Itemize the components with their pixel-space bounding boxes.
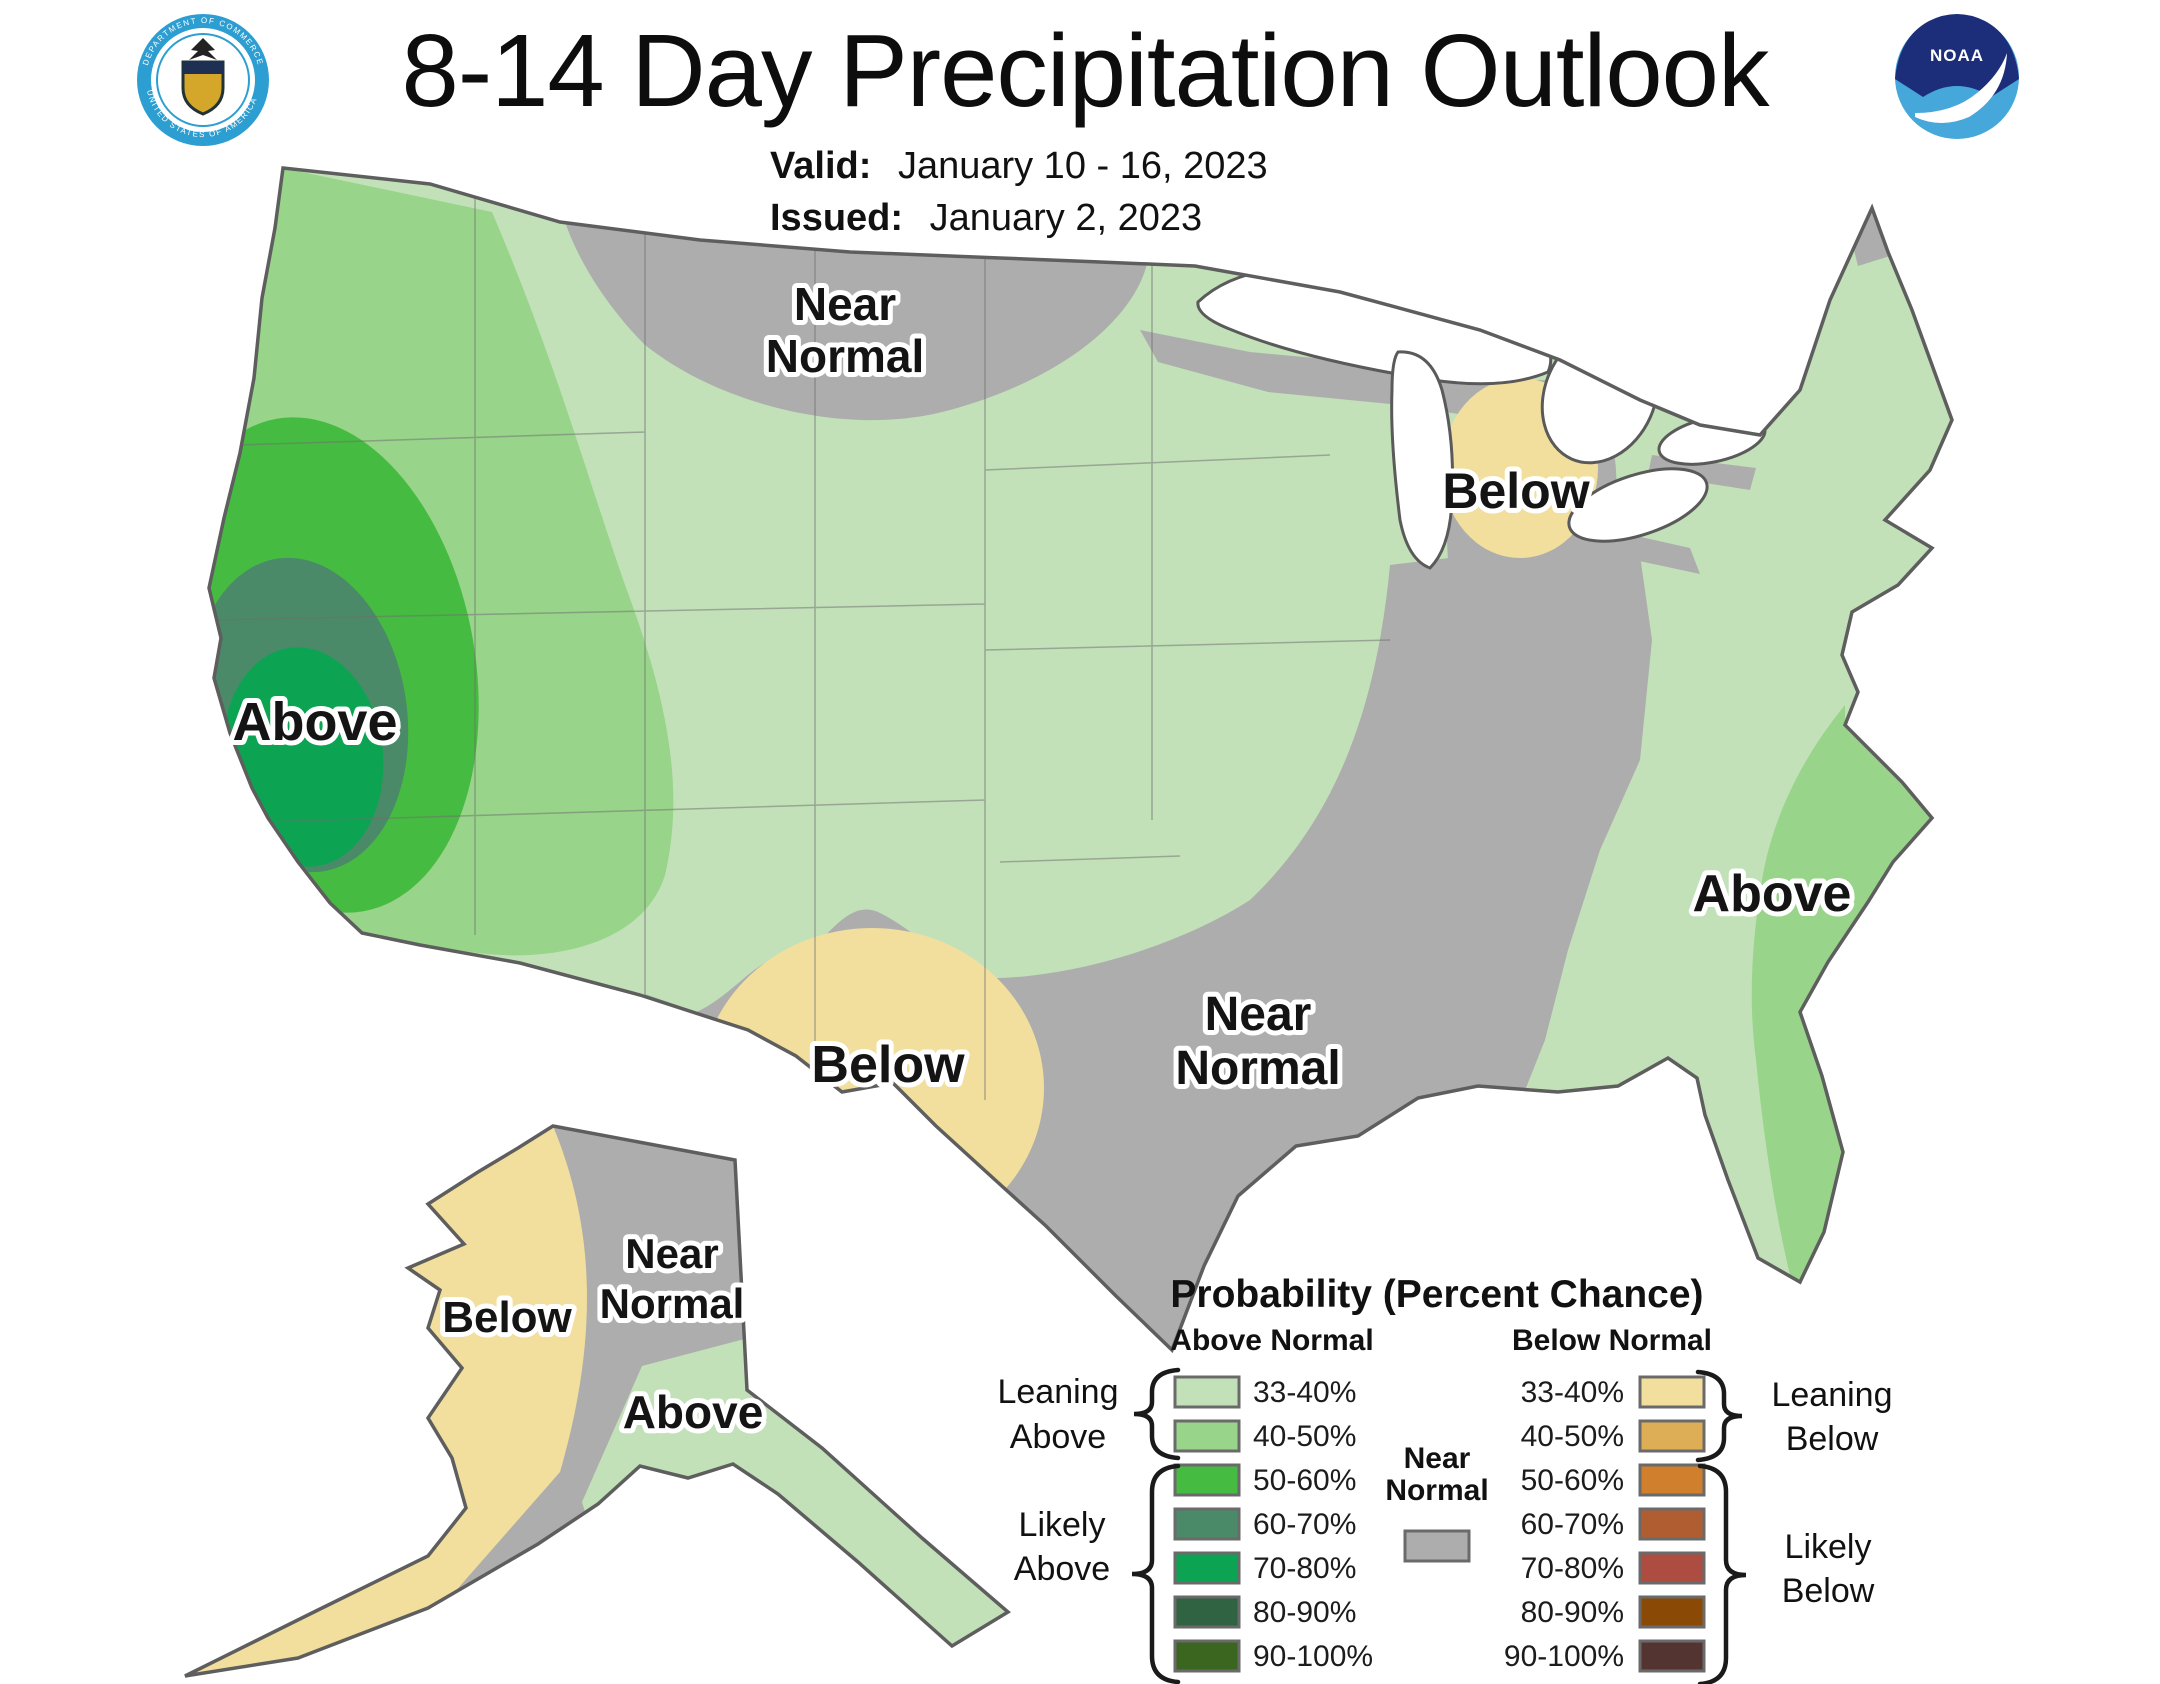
department-of-commerce-seal-icon: DEPARTMENT OF COMMERCE UNITED STATES OF … bbox=[137, 14, 269, 146]
issued-value: January 2, 2023 bbox=[930, 197, 1203, 239]
legend-title: Probability (Percent Chance) bbox=[1170, 1273, 1703, 1316]
label-michigan-below: Below bbox=[1442, 463, 1589, 519]
brace-likely-below bbox=[1697, 1463, 1747, 1684]
label-south-near-normal-1: Near bbox=[1205, 988, 1312, 1041]
swatch-below-33-40 bbox=[1638, 1375, 1706, 1409]
legend-above-row-0: 33-40% bbox=[1253, 1376, 1356, 1409]
valid-line: Valid: January 10 - 16, 2023 bbox=[770, 145, 1268, 187]
legend-above-row-6: 90-100% bbox=[1253, 1640, 1373, 1673]
seal-shield-icon bbox=[181, 60, 225, 116]
lake-michigan bbox=[1390, 350, 1455, 570]
legend-below-row-2: 50-60% bbox=[1521, 1464, 1624, 1497]
legend-above-row-3: 60-70% bbox=[1253, 1508, 1356, 1541]
seal-eagle-icon bbox=[189, 38, 217, 60]
label-alaska-near-normal-1: Near bbox=[625, 1230, 718, 1277]
legend-below-row-1: 40-50% bbox=[1521, 1420, 1624, 1453]
region-above-40-50-southeast bbox=[1751, 705, 1932, 1282]
valid-label: Valid: bbox=[770, 145, 871, 187]
issued-line: Issued: January 2, 2023 bbox=[770, 197, 1202, 239]
swatch-above-80-90 bbox=[1173, 1595, 1241, 1629]
swatch-above-70-80 bbox=[1173, 1551, 1241, 1585]
swatch-below-80-90 bbox=[1638, 1595, 1706, 1629]
legend: Probability (Percent Chance) Above Norma… bbox=[997, 1273, 1893, 1684]
noaa-logo-text: NOAA bbox=[1930, 46, 1984, 65]
lake-erie bbox=[1567, 467, 1709, 543]
swatch-above-50-60 bbox=[1173, 1463, 1241, 1497]
label-southeast-above: Above bbox=[1693, 865, 1852, 923]
legend-below-column: 33-40% 40-50% 50-60% 60-70% 70-80% 80-90… bbox=[1504, 1375, 1706, 1673]
conus-outline bbox=[207, 166, 1954, 1354]
swatch-above-60-70 bbox=[1173, 1507, 1241, 1541]
swatch-above-40-50 bbox=[1173, 1419, 1241, 1453]
legend-likely-below-1: Likely bbox=[1785, 1528, 1872, 1566]
legend-above-row-4: 70-80% bbox=[1253, 1552, 1356, 1585]
label-west-above: Above bbox=[232, 692, 397, 752]
issued-label: Issued: bbox=[770, 197, 903, 239]
legend-below-row-4: 70-80% bbox=[1521, 1552, 1624, 1585]
map-labels: Near Normal Above Below Below Near Norma… bbox=[227, 273, 1856, 1443]
legend-likely-below-2: Below bbox=[1782, 1572, 1875, 1610]
swatch-below-60-70 bbox=[1638, 1507, 1706, 1541]
legend-near-normal-1: Near bbox=[1404, 1442, 1471, 1475]
label-texas-below: Below bbox=[811, 1036, 965, 1094]
noaa-crest bbox=[1895, 14, 2019, 97]
legend-near-normal-2: Normal bbox=[1385, 1474, 1488, 1507]
label-alaska-near-normal-2: Normal bbox=[600, 1280, 745, 1327]
noaa-seagull-icon bbox=[1915, 53, 2007, 123]
legend-below-row-0: 33-40% bbox=[1521, 1376, 1624, 1409]
brace-leaning-below bbox=[1695, 1369, 1743, 1463]
legend-below-header: Below Normal bbox=[1512, 1324, 1712, 1357]
legend-below-row-6: 90-100% bbox=[1504, 1640, 1624, 1673]
legend-leaning-below-1: Leaning bbox=[1771, 1376, 1892, 1414]
label-north-near-normal-2: Normal bbox=[766, 330, 924, 382]
swatch-near-normal bbox=[1403, 1529, 1471, 1563]
legend-below-row-5: 80-90% bbox=[1521, 1596, 1624, 1629]
state-borders bbox=[213, 175, 1391, 1100]
legend-above-row-1: 40-50% bbox=[1253, 1420, 1356, 1453]
swatch-above-90-100 bbox=[1173, 1639, 1241, 1673]
great-lakes bbox=[1196, 265, 1767, 570]
legend-above-column: 33-40% 40-50% 50-60% 60-70% 70-80% 80-90… bbox=[1173, 1375, 1373, 1673]
label-north-near-normal-1: Near bbox=[794, 278, 896, 330]
swatch-above-33-40 bbox=[1173, 1375, 1241, 1409]
legend-below-row-3: 60-70% bbox=[1521, 1508, 1624, 1541]
swatch-below-90-100 bbox=[1638, 1639, 1706, 1673]
legend-likely-above-2: Above bbox=[1014, 1550, 1110, 1588]
legend-leaning-above-1: Leaning bbox=[997, 1373, 1118, 1411]
swatch-below-70-80 bbox=[1638, 1551, 1706, 1585]
brace-leaning-above bbox=[1133, 1367, 1181, 1461]
legend-leaning-below-2: Below bbox=[1786, 1420, 1879, 1458]
label-south-near-normal-2: Normal bbox=[1175, 1042, 1340, 1095]
brace-likely-above bbox=[1131, 1463, 1181, 1684]
seal-shield-chief bbox=[183, 62, 223, 74]
swatch-below-50-60 bbox=[1638, 1463, 1706, 1497]
legend-above-row-2: 50-60% bbox=[1253, 1464, 1356, 1497]
legend-likely-above-1: Likely bbox=[1019, 1506, 1106, 1544]
noaa-logo-icon: NOAA bbox=[1895, 14, 2019, 139]
swatch-below-40-50 bbox=[1638, 1419, 1706, 1453]
header: DEPARTMENT OF COMMERCE UNITED STATES OF … bbox=[137, 13, 2019, 239]
page-title: 8-14 Day Precipitation Outlook bbox=[402, 13, 1770, 128]
legend-leaning-above-2: Above bbox=[1010, 1418, 1106, 1456]
legend-above-header: Above Normal bbox=[1170, 1324, 1373, 1357]
conus-map bbox=[207, 166, 1954, 1354]
alaska-outline bbox=[184, 1124, 1011, 1678]
region-near-normal-central bbox=[690, 545, 1652, 1350]
label-alaska-above: Above bbox=[623, 1386, 764, 1438]
valid-value: January 10 - 16, 2023 bbox=[898, 145, 1268, 187]
legend-above-row-5: 80-90% bbox=[1253, 1596, 1356, 1629]
label-alaska-below: Below bbox=[442, 1293, 572, 1342]
